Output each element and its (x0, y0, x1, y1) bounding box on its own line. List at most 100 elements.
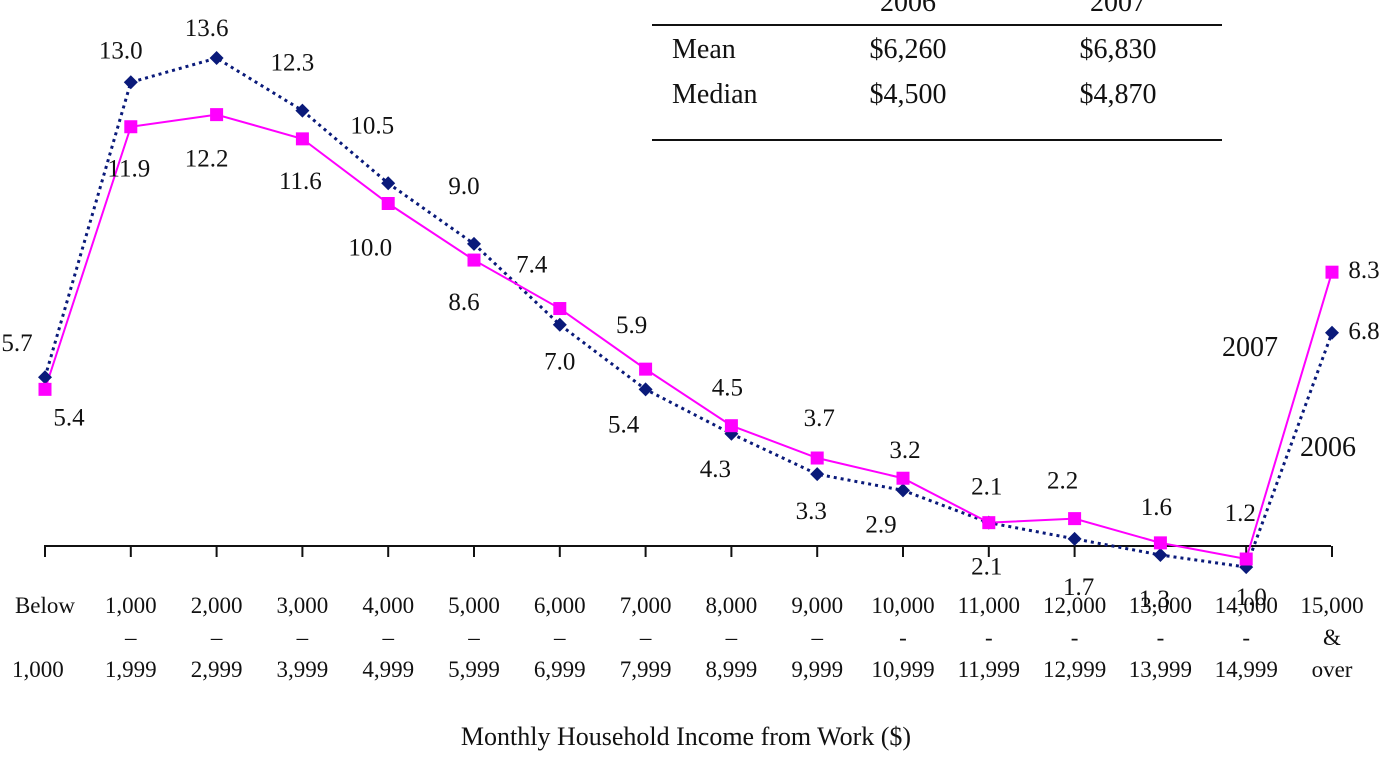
x-tick-label: – (725, 625, 738, 650)
data-label-2007: 8.6 (448, 289, 479, 316)
x-tick-label: 6,999 (534, 657, 586, 682)
marker-2007 (38, 382, 52, 396)
x-tick-label: 11,000 (958, 593, 1020, 618)
data-label-2006: 5.7 (1, 330, 32, 357)
x-tick-label: – (381, 625, 394, 650)
x-tick-label: 14,999 (1215, 657, 1278, 682)
series-markers (38, 51, 1339, 575)
data-label-2007: 11.6 (279, 168, 322, 195)
marker-2007 (1325, 265, 1339, 279)
data-label-2006: 10.5 (350, 112, 394, 139)
marker-2006 (209, 51, 224, 66)
x-tick-label: – (553, 625, 566, 650)
x-tick-label: 14,000 (1215, 593, 1278, 618)
x-tick-label: 7,999 (620, 657, 672, 682)
data-label-2006: 5.4 (608, 411, 640, 438)
data-label-2007: 8.3 (1348, 257, 1379, 284)
x-tick-label: - (1071, 625, 1079, 650)
marker-2006 (810, 467, 825, 482)
data-label-2006: 13.6 (185, 15, 229, 42)
x-tick-label: 9,999 (791, 657, 843, 682)
data-labels: 5.7 13.0 13.6 12.3 10.5 9.0 7.0 5.4 4.3 3.3 2.9 2.1… (1, 15, 1379, 613)
data-label-2007: 1.6 (1141, 494, 1172, 521)
data-label-2006: 1.0 (1236, 584, 1267, 611)
table-row-mean-2007: $6,830 (1080, 34, 1157, 65)
data-label-2007: 1.2 (1225, 500, 1256, 527)
marker-2006 (552, 317, 567, 332)
x-tick-label: – (467, 625, 480, 650)
marker-2006 (1153, 547, 1168, 562)
x-tick-label: 13,000 (1129, 593, 1192, 618)
x-tick-label: – (810, 625, 823, 650)
x-tick-label: 12,000 (1043, 593, 1106, 618)
x-tick-label: 3,000 (277, 593, 329, 618)
data-label-2007: 3.7 (804, 405, 835, 432)
marker-2006 (295, 103, 310, 118)
data-label-2007: 2.2 (1047, 468, 1078, 495)
marker-2007 (896, 471, 910, 485)
data-label-2006: 6.8 (1348, 318, 1379, 345)
data-label-2007: 11.9 (107, 156, 150, 183)
x-tick-label: – (124, 625, 137, 650)
series-line-2006 (43, 56, 1334, 569)
x-tick-label: 8,000 (706, 593, 758, 618)
x-tick-label: 4,999 (362, 657, 414, 682)
series-line-2007 (44, 113, 1333, 561)
marker-2007 (210, 108, 224, 122)
series-lines (43, 56, 1334, 569)
x-tick-label: - (1157, 625, 1165, 650)
data-label-2007: 10.0 (348, 235, 392, 262)
table-row-mean-2006: $6,260 (870, 34, 947, 65)
data-label-2006: 2.9 (865, 511, 896, 538)
data-label-2007: 4.5 (712, 375, 743, 402)
x-tick-label: - (899, 625, 907, 650)
data-label-2006: 3.3 (796, 498, 827, 525)
marker-2007 (1153, 536, 1167, 550)
marker-2007 (1239, 552, 1253, 566)
x-tick-label: 15,000 (1300, 593, 1363, 618)
marker-2006 (123, 75, 138, 90)
data-label-2007: 12.2 (185, 146, 229, 173)
data-label-2007: 3.2 (889, 437, 920, 464)
marker-2007 (295, 132, 309, 146)
series-tag-2007: 2007 (1222, 332, 1278, 363)
marker-2006 (38, 370, 52, 385)
marker-2006 (638, 382, 653, 397)
marker-2006 (1325, 325, 1339, 340)
data-label-2006: 9.0 (448, 173, 479, 200)
x-tick-label: 1,000 (12, 657, 64, 682)
marker-2007 (810, 451, 824, 465)
table-row-median-2007: $4,870 (1080, 79, 1157, 110)
x-tick-label: – (639, 625, 652, 650)
table-col-header-2007: 2007 (1090, 0, 1146, 18)
x-tick-label: – (296, 625, 309, 650)
data-label-2007: 7.4 (516, 252, 548, 279)
table-row-median-2006: $4,500 (870, 79, 947, 110)
x-tick-label: - (985, 625, 993, 650)
table-row-median-label: Median (672, 79, 758, 110)
marker-2007 (553, 302, 567, 316)
data-label-2006: 4.3 (700, 456, 731, 483)
marker-2007 (982, 516, 996, 530)
marker-2007 (124, 120, 138, 134)
data-label-2007: 2.1 (971, 474, 1002, 501)
x-tick-label: & (1323, 625, 1341, 650)
x-tick-label: 11,999 (958, 657, 1020, 682)
x-tick-label: 5,999 (448, 657, 500, 682)
marker-2007 (639, 362, 653, 376)
x-tick-label: 7,000 (620, 593, 672, 618)
x-tick-label: – (210, 625, 223, 650)
marker-2007 (381, 197, 395, 210)
x-tick-label: - (1242, 625, 1250, 650)
x-tick-label: over (1312, 657, 1353, 682)
x-tick-label: 9,000 (791, 593, 843, 618)
marker-2006 (467, 236, 481, 251)
summary-table: 2006 2007 Mean $6,260 $6,830 Median $4,5… (652, 0, 1222, 141)
x-tick-label: 10,999 (871, 657, 934, 682)
data-label-2006: 13.0 (99, 37, 143, 64)
x-axis (44, 545, 1333, 557)
table-col-header-2006: 2006 (880, 0, 936, 18)
x-tick-label: 1,000 (105, 593, 157, 618)
data-label-2006: 1.3 (1139, 586, 1170, 613)
